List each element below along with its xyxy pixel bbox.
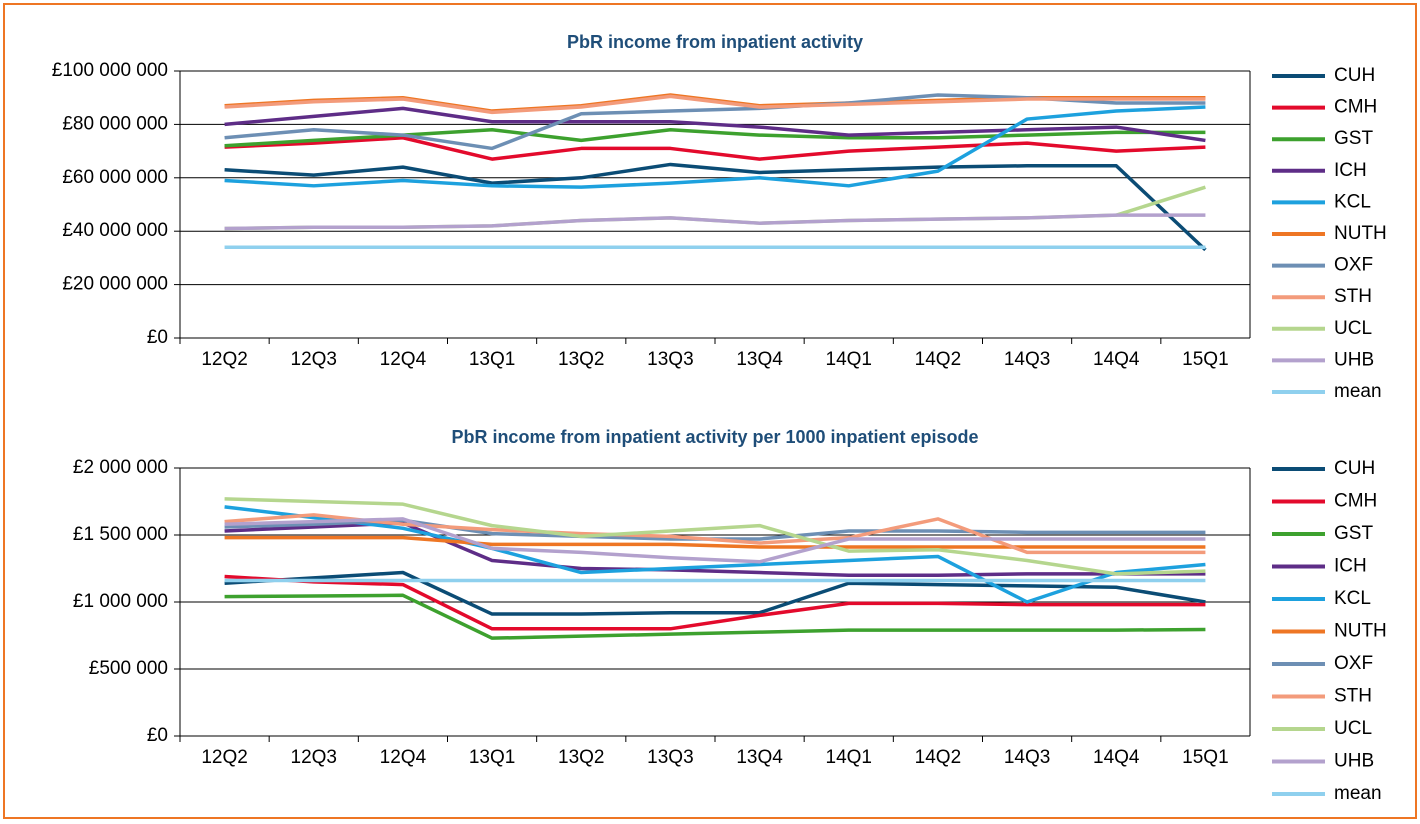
series-line xyxy=(224,213,1206,231)
series-line xyxy=(224,162,1207,252)
legend-label: OXF xyxy=(1334,255,1373,276)
legend-label: STH xyxy=(1334,286,1372,307)
frame xyxy=(3,3,1417,819)
legend-label: CMH xyxy=(1334,491,1377,512)
y-tick-label: £100 000 000 xyxy=(52,60,168,81)
legend-label: GST xyxy=(1334,128,1373,149)
legend-label: GST xyxy=(1334,523,1373,544)
x-tick-label: 14Q2 xyxy=(915,747,961,768)
series-line xyxy=(224,570,1206,616)
legend-label: mean xyxy=(1334,381,1382,402)
legend-label: STH xyxy=(1334,686,1372,707)
x-tick-label: 14Q4 xyxy=(1093,747,1140,768)
legend-label: ICH xyxy=(1334,160,1367,181)
legend-label: OXF xyxy=(1334,653,1373,674)
series-line xyxy=(224,127,1206,148)
x-tick-label: 12Q3 xyxy=(291,747,337,768)
x-tick-label: 13Q2 xyxy=(558,349,604,370)
x-tick-label: 15Q1 xyxy=(1182,747,1228,768)
series-line xyxy=(224,513,1206,555)
series-line xyxy=(224,105,1206,189)
x-tick-label: 14Q4 xyxy=(1093,349,1140,370)
legend-label: UCL xyxy=(1334,318,1372,339)
y-tick-label: £1 000 000 xyxy=(73,591,168,612)
x-tick-label: 13Q1 xyxy=(469,747,515,768)
x-tick-label: 13Q2 xyxy=(558,747,604,768)
x-tick-label: 12Q2 xyxy=(201,747,247,768)
legend-label: NUTH xyxy=(1334,621,1387,642)
legend-label: UHB xyxy=(1334,751,1374,772)
y-tick-label: £1 500 000 xyxy=(73,524,168,545)
series-line xyxy=(224,497,1206,576)
chart-title: PbR income from inpatient activity per 1… xyxy=(451,427,978,447)
legend-label: UHB xyxy=(1334,349,1374,370)
series-line xyxy=(224,94,1206,115)
y-tick-label: £0 xyxy=(147,725,168,746)
series-line xyxy=(224,136,1206,161)
x-tick-label: 14Q3 xyxy=(1004,349,1050,370)
x-tick-label: 14Q3 xyxy=(1004,747,1050,768)
legend-label: CMH xyxy=(1334,97,1377,118)
x-tick-label: 15Q1 xyxy=(1182,349,1228,370)
x-tick-label: 12Q3 xyxy=(291,349,337,370)
legend-label: UCL xyxy=(1334,718,1372,739)
series-line xyxy=(224,517,1206,564)
x-tick-label: 13Q1 xyxy=(469,349,515,370)
y-tick-label: £60 000 000 xyxy=(62,167,168,188)
legend-label: CUH xyxy=(1334,458,1375,479)
x-tick-label: 12Q4 xyxy=(380,349,427,370)
legend-label: ICH xyxy=(1334,556,1367,577)
x-tick-label: 14Q1 xyxy=(826,747,872,768)
series-line xyxy=(224,574,1206,631)
series-line xyxy=(224,593,1206,640)
legend-label: CUH xyxy=(1334,65,1375,86)
y-tick-label: £500 000 xyxy=(89,658,168,679)
legend-label: KCL xyxy=(1334,191,1371,212)
chart-title: PbR income from inpatient activity xyxy=(567,32,863,52)
x-tick-label: 14Q2 xyxy=(915,349,961,370)
x-tick-label: 13Q3 xyxy=(647,349,693,370)
y-tick-label: £40 000 000 xyxy=(62,220,168,241)
x-tick-label: 12Q4 xyxy=(380,747,427,768)
x-tick-label: 13Q4 xyxy=(736,747,783,768)
x-tick-label: 14Q1 xyxy=(826,349,872,370)
series-line xyxy=(224,505,1206,604)
legend-label: KCL xyxy=(1334,588,1371,609)
x-tick-label: 13Q4 xyxy=(736,349,783,370)
x-tick-label: 12Q2 xyxy=(201,349,247,370)
y-tick-label: £0 xyxy=(147,327,168,348)
y-tick-label: £80 000 000 xyxy=(62,113,168,134)
legend-label: mean xyxy=(1334,783,1382,804)
series-line xyxy=(224,106,1206,143)
y-tick-label: £20 000 000 xyxy=(62,274,168,295)
y-tick-label: £2 000 000 xyxy=(73,457,168,478)
legend-label: NUTH xyxy=(1334,223,1387,244)
x-tick-label: 13Q3 xyxy=(647,747,693,768)
series-line xyxy=(224,535,1206,549)
